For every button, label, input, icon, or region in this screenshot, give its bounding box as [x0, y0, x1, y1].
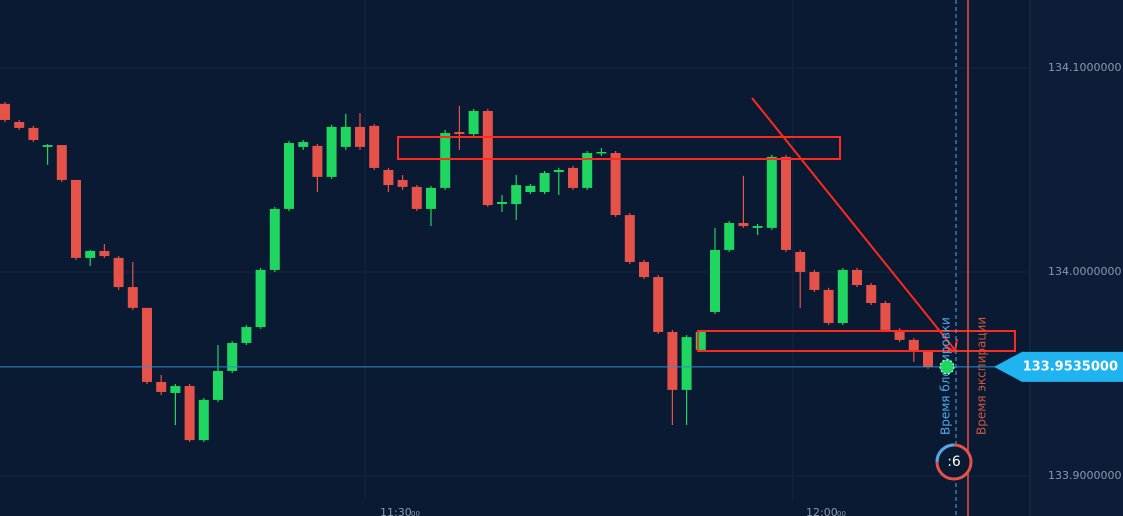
candle-body	[426, 187, 436, 209]
candle-body	[213, 370, 223, 400]
price-label: 133.9535000	[1023, 359, 1118, 374]
candle-body	[653, 277, 664, 332]
candle-body	[766, 156, 777, 228]
candle-body	[809, 271, 820, 290]
candle-body	[227, 342, 238, 371]
candle-body	[837, 269, 848, 323]
candle-body	[681, 337, 692, 390]
candle-body	[28, 127, 39, 140]
candle-body	[269, 208, 280, 270]
candle-body	[724, 223, 735, 250]
candle-body	[568, 167, 578, 188]
candle-body	[823, 289, 834, 323]
candle-body	[255, 269, 266, 328]
candle-body	[880, 302, 891, 330]
candle-body	[198, 399, 209, 441]
price-axis	[1030, 0, 1123, 516]
candle-body	[539, 173, 550, 192]
candle-body	[355, 126, 365, 147]
candle-body	[738, 223, 749, 227]
candle-body	[113, 257, 124, 288]
candle-body	[582, 153, 593, 188]
annotation-rect	[697, 330, 1016, 352]
price-dot	[939, 359, 955, 375]
y-tick-label: 134.0000000	[1048, 265, 1121, 278]
candle-body	[184, 386, 195, 441]
candle-body	[340, 126, 351, 147]
expiry-label: Время экспирации	[975, 317, 989, 435]
candle-body	[85, 250, 96, 258]
candle-body	[170, 386, 181, 393]
y-tick-label: 133.9000000	[1048, 469, 1121, 482]
trend-arrow	[751, 97, 956, 351]
candle-body	[14, 122, 25, 128]
x-tick-label: 11:30	[380, 506, 412, 516]
candle-body	[525, 185, 536, 192]
candle-body	[383, 169, 394, 186]
candle-body	[312, 145, 323, 177]
candle-body	[440, 133, 451, 188]
candle-body	[411, 186, 422, 209]
candle-body	[298, 142, 309, 147]
candle-body	[142, 307, 152, 382]
candle-body	[99, 250, 110, 257]
candle-body	[639, 261, 649, 278]
candle-body	[42, 145, 53, 147]
candle-body	[894, 329, 905, 340]
price-tag	[994, 351, 1123, 382]
candle-body	[454, 132, 465, 135]
candle-body	[923, 351, 933, 367]
candle-body	[468, 110, 479, 135]
candle-body	[127, 287, 138, 308]
x-tick-seconds: 00	[411, 510, 420, 516]
candle-body	[624, 215, 635, 262]
x-tick-seconds: 00	[837, 510, 846, 516]
candle-body	[908, 339, 919, 352]
candle-body	[397, 179, 408, 187]
candle-body	[596, 152, 607, 154]
candle-body	[511, 185, 522, 205]
candle-body	[795, 251, 806, 272]
candle-body	[752, 226, 763, 228]
candle-body	[156, 381, 167, 392]
candle-body	[284, 143, 294, 209]
candle-body	[695, 331, 706, 350]
candle-body	[0, 103, 10, 120]
candle-body	[71, 179, 81, 258]
timer: :6	[947, 454, 961, 470]
candle-body	[852, 269, 862, 286]
candle-body	[326, 126, 337, 177]
candle-body	[781, 156, 791, 250]
candle-body	[553, 169, 564, 172]
candle-body	[710, 249, 720, 312]
lock-label: Время блокировки	[939, 317, 953, 435]
y-tick-label: 134.1000000	[1048, 61, 1121, 74]
candle-body	[56, 145, 67, 180]
timer-progress	[935, 443, 955, 463]
candle-body	[241, 327, 252, 343]
x-tick-label: 12:00	[806, 506, 838, 516]
candle-body	[369, 125, 380, 168]
candle-body	[610, 153, 621, 216]
candle-body	[497, 201, 507, 205]
candle-body	[866, 285, 877, 303]
annotation-rect	[397, 136, 841, 160]
candle-body	[667, 331, 678, 390]
